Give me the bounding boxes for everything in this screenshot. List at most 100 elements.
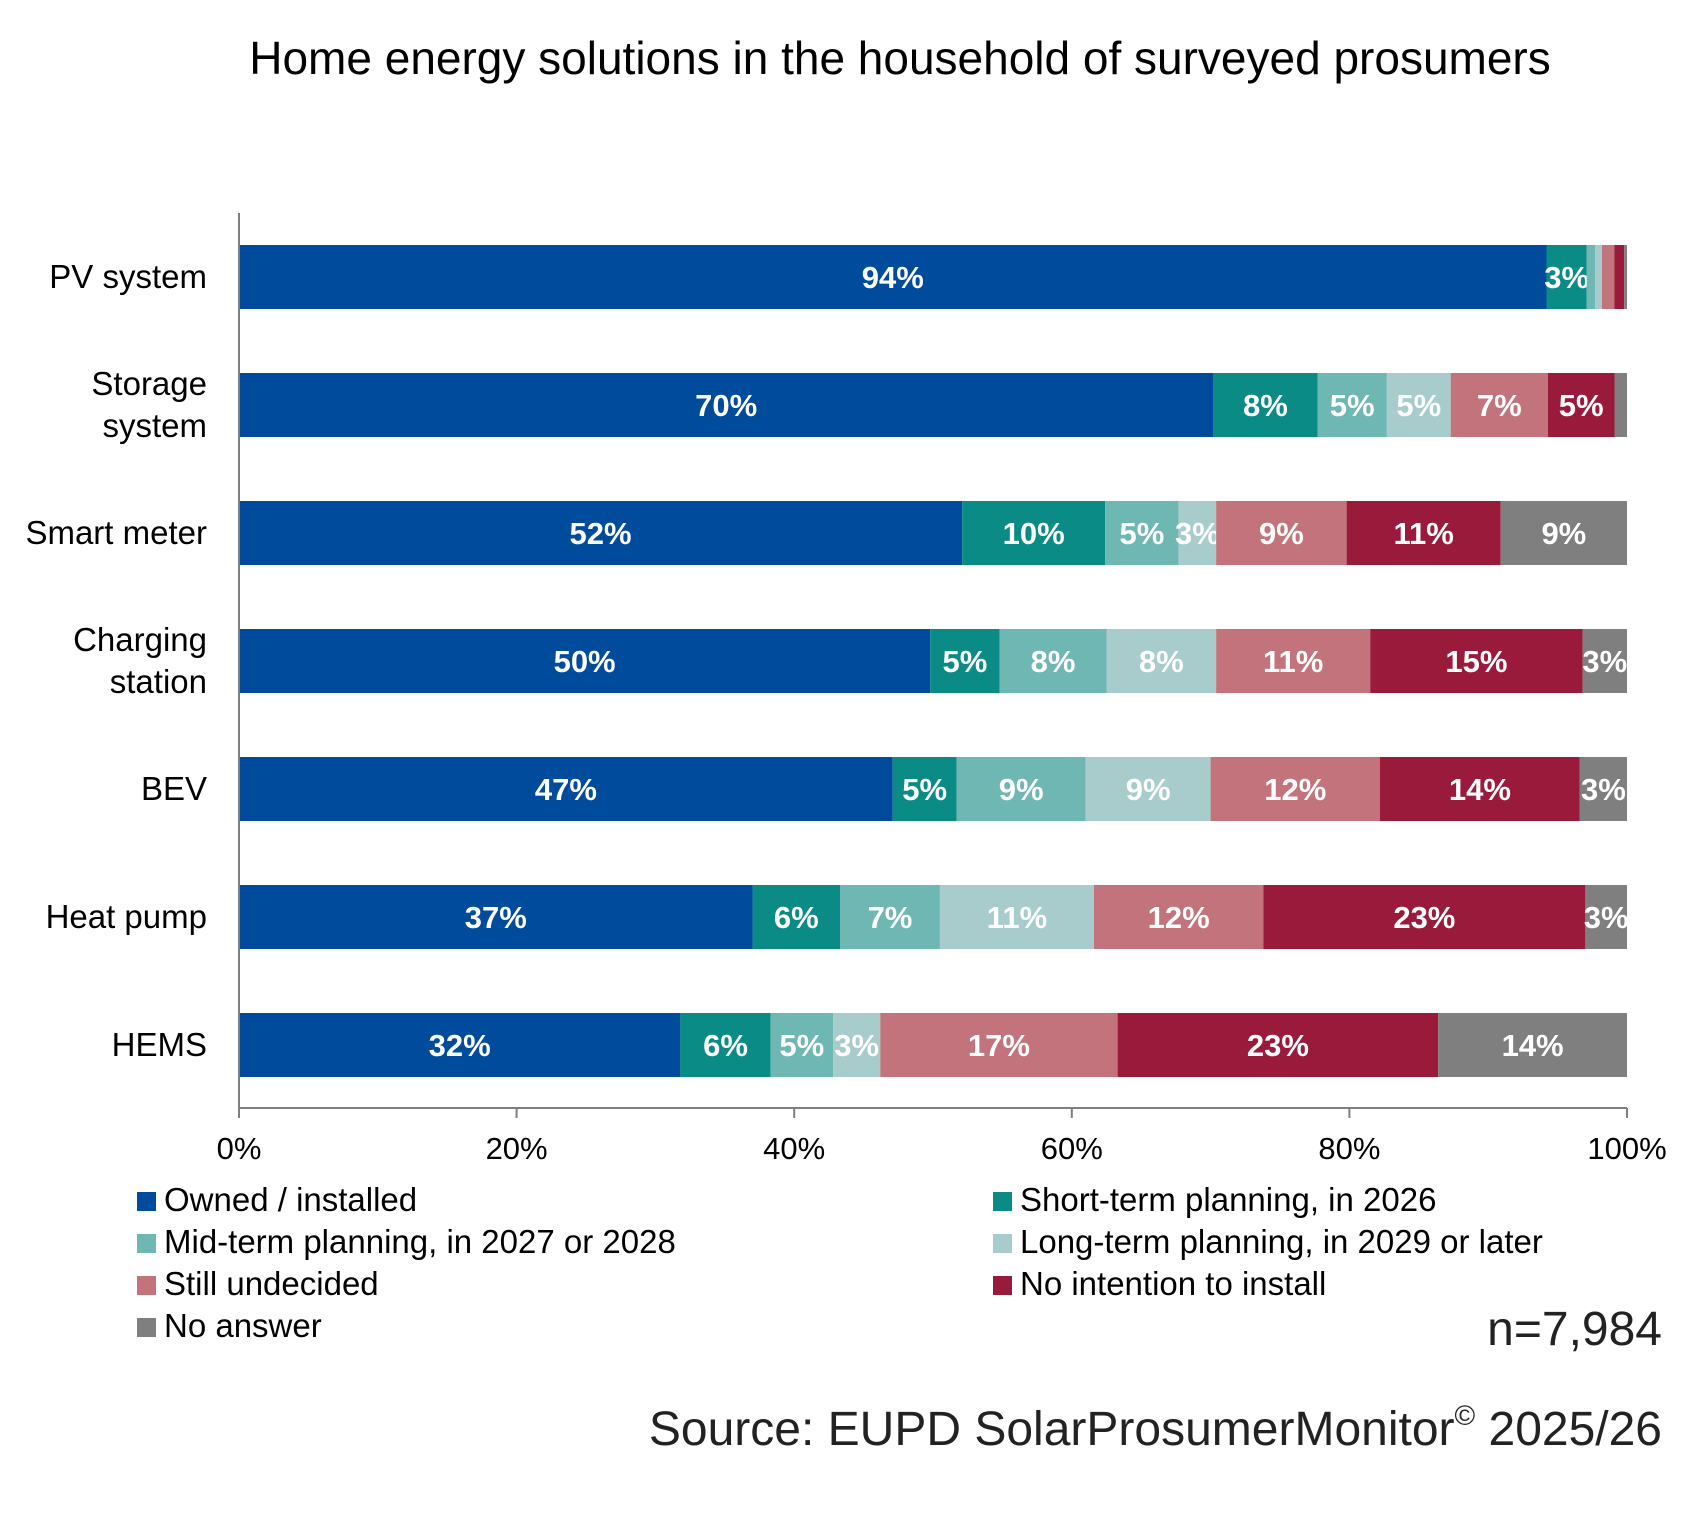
bar-pv-system-no-answer: [1624, 245, 1627, 309]
data-label-charging-station-still-undecided: 11%: [1263, 644, 1323, 679]
source-text: Source: EUPD SolarProsumerMonitor: [649, 1403, 1455, 1456]
bar-bev-long-term-planning-in-2029-or-later: [1085, 757, 1211, 821]
data-label-storage-system-mid-term-planning-in-2027-or-2028: 5%: [1330, 388, 1375, 423]
data-label-bev-long-term-planning-in-2029-or-later: 9%: [1126, 772, 1171, 807]
data-label-charging-station-long-term-planning-in-2029-or-later: 8%: [1139, 644, 1184, 679]
chart-title: Home energy solutions in the household o…: [249, 32, 1551, 84]
bar-storage-system-long-term-planning-in-2029-or-later: [1386, 373, 1451, 437]
category-label-charging-station: Charging station: [73, 621, 207, 700]
bar-pv-system-short-term-planning-in-2026: [1546, 245, 1587, 309]
bar-bev-mid-term-planning-in-2027-or-2028: [956, 757, 1086, 821]
data-label-smart-meter-no-intention-to-install: 11%: [1393, 516, 1453, 551]
data-label-bev-short-term-planning-in-2026: 5%: [902, 772, 947, 807]
bar-storage-system-owned-installed: [239, 373, 1214, 437]
bar-smart-meter-mid-term-planning-in-2027-or-2028: [1105, 501, 1179, 565]
x-tick-label-20: 20%: [486, 1131, 548, 1166]
data-label-hems-short-term-planning-in-2026: 6%: [703, 1028, 748, 1063]
data-label-smart-meter-mid-term-planning-in-2027-or-2028: 5%: [1119, 516, 1164, 551]
bar-smart-meter-no-intention-to-install: [1346, 501, 1501, 565]
legend-label-short-term-planning-in-2026: Short-term planning, in 2026: [1020, 1181, 1436, 1218]
bar-storage-system-no-answer: [1614, 373, 1627, 437]
data-label-pv-system-owned-installed: 94%: [862, 260, 924, 295]
data-label-smart-meter-short-term-planning-in-2026: 10%: [1003, 516, 1065, 551]
data-label-storage-system-still-undecided: 7%: [1477, 388, 1522, 423]
legend-label-no-answer: No answer: [164, 1307, 322, 1344]
data-label-bev-no-intention-to-install: 14%: [1449, 772, 1511, 807]
data-label-bev-mid-term-planning-in-2027-or-2028: 9%: [999, 772, 1044, 807]
data-label-charging-station-mid-term-planning-in-2027-or-2028: 8%: [1031, 644, 1076, 679]
bar-bev-no-answer: [1579, 757, 1627, 821]
legend-label-mid-term-planning-in-2027-or-2028: Mid-term planning, in 2027 or 2028: [164, 1223, 676, 1260]
legend-label-still-undecided: Still undecided: [164, 1265, 379, 1302]
data-label-charging-station-short-term-planning-in-2026: 5%: [943, 644, 988, 679]
bar-smart-meter-long-term-planning-in-2029-or-later: [1178, 501, 1217, 565]
data-label-heat-pump-long-term-planning-in-2029-or-later: 11%: [987, 900, 1047, 935]
bar-storage-system-mid-term-planning-in-2027-or-2028: [1317, 373, 1387, 437]
x-tick-label-60: 60%: [1041, 1131, 1103, 1166]
legend-swatch-owned-installed: [137, 1192, 156, 1211]
bar-storage-system-still-undecided: [1450, 373, 1548, 437]
bar-charging-station-short-term-planning-in-2026: [930, 629, 1000, 693]
data-label-storage-system-no-intention-to-install: 5%: [1559, 388, 1604, 423]
bar-bev-short-term-planning-in-2026: [892, 757, 957, 821]
data-label-hems-owned-installed: 32%: [429, 1028, 491, 1063]
axes-group: PV system Storage system Smart meter Chargin…: [25, 213, 1667, 1166]
data-label-storage-system-short-term-planning-in-2026: 8%: [1243, 388, 1288, 423]
bar-charging-station-owned-installed: [239, 629, 931, 693]
category-label-hems: HEMS: [112, 1026, 207, 1063]
bar-pv-system-long-term-planning-in-2029-or-later: [1595, 245, 1603, 309]
data-label-pv-system-short-term-planning-in-2026: 3%: [1544, 260, 1589, 295]
bar-heat-pump-still-undecided: [1094, 885, 1264, 949]
bar-smart-meter-short-term-planning-in-2026: [962, 501, 1106, 565]
source-copyright-mark: ©: [1455, 1400, 1476, 1431]
category-label-storage-system: Storage system: [91, 365, 207, 444]
x-tick-label-40: 40%: [763, 1131, 825, 1166]
bar-heat-pump-owned-installed: [239, 885, 753, 949]
data-label-bev-owned-installed: 47%: [535, 772, 597, 807]
source-year: 2025/26: [1475, 1403, 1662, 1456]
data-label-smart-meter-no-answer: 9%: [1541, 516, 1586, 551]
data-label-smart-meter-owned-installed: 52%: [570, 516, 632, 551]
data-label-bev-no-answer: 3%: [1581, 772, 1626, 807]
data-label-charging-station-no-answer: 3%: [1582, 644, 1627, 679]
data-label-charging-station-owned-installed: 50%: [554, 644, 616, 679]
bar-heat-pump-no-intention-to-install: [1263, 885, 1586, 949]
bar-pv-system-no-intention-to-install: [1614, 245, 1625, 309]
data-label-heat-pump-no-intention-to-install: 23%: [1393, 900, 1455, 935]
legend-swatch-mid-term-planning-in-2027-or-2028: [137, 1234, 156, 1253]
x-tick-label-80: 80%: [1318, 1131, 1380, 1166]
bars-group: 94% 3% 70% 8% 5% 5% 7% 5% 52% 10% 5% 3% 9% 11% 9% 50% 5%…: [239, 245, 1629, 1077]
bar-heat-pump-no-answer: [1585, 885, 1627, 949]
data-label-heat-pump-still-undecided: 12%: [1148, 900, 1210, 935]
bar-pv-system-still-undecided: [1602, 245, 1615, 309]
bar-charging-station-mid-term-planning-in-2027-or-2028: [999, 629, 1107, 693]
x-tick-label-100: 100%: [1587, 1131, 1666, 1166]
bar-smart-meter-owned-installed: [239, 501, 963, 565]
category-label-bev: BEV: [141, 770, 207, 807]
data-label-hems-no-answer: 14%: [1502, 1028, 1564, 1063]
data-label-storage-system-long-term-planning-in-2029-or-later: 5%: [1396, 388, 1441, 423]
source-note: Source: EUPD SolarProsumerMonitor© 2025/…: [649, 1400, 1662, 1456]
bar-hems-owned-installed: [239, 1013, 681, 1077]
data-label-hems-still-undecided: 17%: [968, 1028, 1030, 1063]
legend-label-long-term-planning-in-2029-or-later: Long-term planning, in 2029 or later: [1020, 1223, 1543, 1260]
legend-swatch-no-intention-to-install: [993, 1276, 1012, 1295]
bar-bev-still-undecided: [1210, 757, 1380, 821]
data-label-heat-pump-no-answer: 3%: [1584, 900, 1629, 935]
legend-label-owned-installed: Owned / installed: [164, 1181, 417, 1218]
bar-hems-no-intention-to-install: [1117, 1013, 1439, 1077]
legend-swatch-no-answer: [137, 1318, 156, 1337]
x-tick-label-0: 0%: [217, 1131, 262, 1166]
bar-hems-mid-term-planning-in-2027-or-2028: [770, 1013, 834, 1077]
category-label-heat-pump: Heat pump: [46, 898, 207, 935]
sample-size-note: n=7,984: [1487, 1303, 1662, 1356]
data-label-heat-pump-short-term-planning-in-2026: 6%: [774, 900, 819, 935]
legend-label-no-intention-to-install: No intention to install: [1020, 1265, 1326, 1302]
bar-charging-station-still-undecided: [1216, 629, 1371, 693]
bar-hems-still-undecided: [880, 1013, 1118, 1077]
category-label-pv-system: PV system: [49, 258, 207, 295]
bar-storage-system-short-term-planning-in-2026: [1213, 373, 1318, 437]
bar-storage-system-no-intention-to-install: [1547, 373, 1615, 437]
category-label-smart-meter: Smart meter: [25, 514, 207, 551]
bar-charging-station-long-term-planning-in-2029-or-later: [1106, 629, 1217, 693]
